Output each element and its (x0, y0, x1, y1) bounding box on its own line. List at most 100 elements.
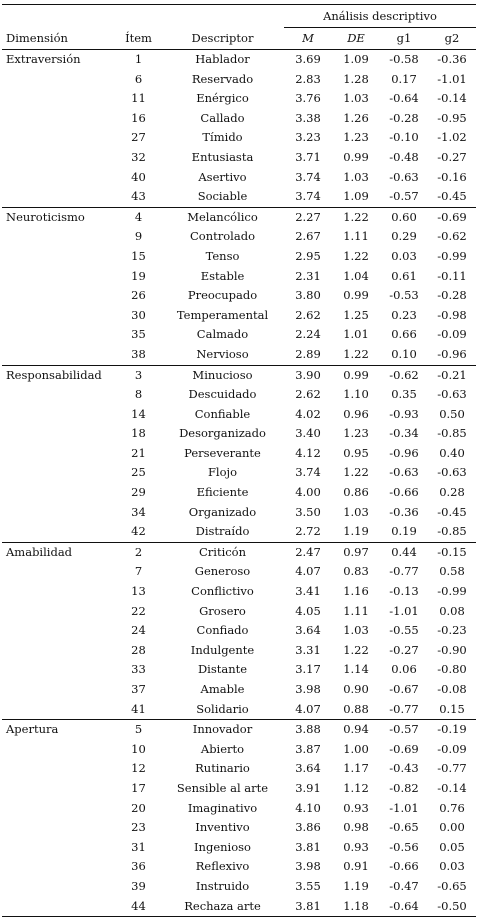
table-row: 43 Sociable 3.74 1.09 -0.57 -0.45 (2, 187, 476, 207)
g2-cell: -0.63 (437, 387, 467, 402)
descriptor-cell: Confiable (194, 406, 251, 421)
item-number-cell: 29 (131, 485, 146, 500)
dimension-empty-cell (2, 385, 116, 405)
table-row: 34 Organizado 3.50 1.03 -0.36 -0.45 (2, 503, 476, 523)
table-row: 22 Grosero 4.05 1.11 -1.01 0.08 (2, 602, 476, 622)
header-mean: M (284, 27, 332, 50)
mean-cell: 3.88 (284, 719, 332, 740)
mean-cell: 3.55 (295, 878, 321, 893)
table-row: 17 Sensible al arte 3.91 1.12 -0.82 -0.14 (2, 779, 476, 799)
item-number-cell: 28 (131, 642, 146, 657)
mean-cell: 2.31 (295, 268, 321, 283)
g2-cell: 0.15 (439, 701, 465, 716)
item-number-cell: 44 (131, 898, 146, 913)
descriptor-cell: Imaginativo (187, 800, 258, 815)
item-number-cell: 5 (116, 719, 161, 740)
mean-cell: 3.98 (295, 682, 321, 696)
mean-cell: 3.50 (295, 504, 321, 519)
header-g2: g2 (428, 27, 476, 50)
dimension-empty-cell (2, 877, 116, 897)
g1-cell: -0.64 (389, 898, 419, 913)
dimension-empty-cell (2, 148, 116, 168)
g1-cell: -1.01 (389, 800, 419, 815)
descriptor-cell: Hablador (195, 52, 250, 66)
g1-cell: -0.43 (389, 761, 419, 776)
header-g1: g1 (380, 27, 428, 50)
item-number-cell: 36 (131, 859, 146, 874)
g2-cell: -0.45 (437, 504, 467, 519)
item-number-cell: 12 (131, 761, 146, 776)
table-row: 9 Controlado 2.67 1.11 0.29 -0.62 (2, 227, 476, 247)
descriptor-cell: Desorganizado (179, 426, 266, 441)
dimension-empty-cell (2, 109, 116, 129)
g2-cell: -0.45 (437, 189, 467, 204)
descriptor-cell: Flojo (207, 465, 238, 480)
g2-cell: 0.40 (439, 445, 465, 460)
header-descriptor: Descriptor (161, 27, 284, 50)
item-number-cell: 40 (131, 169, 146, 184)
g2-cell: -0.16 (437, 169, 467, 184)
mean-cell: 2.72 (295, 524, 321, 539)
g1-cell: 0.19 (391, 524, 417, 539)
mean-cell: 4.02 (295, 406, 321, 421)
sd-cell: 1.22 (332, 206, 380, 228)
mean-cell: 3.71 (295, 149, 321, 164)
item-number-cell: 27 (131, 130, 146, 145)
descriptor-cell: Melancólico (161, 206, 284, 228)
mean-cell: 2.62 (295, 387, 321, 402)
g1-cell: 0.10 (391, 346, 417, 361)
sd-cell: 1.09 (343, 52, 369, 66)
descriptor-cell: Minucioso (161, 364, 284, 386)
sd-cell: 0.99 (332, 364, 380, 386)
dimension-label: Responsabilidad (2, 364, 116, 386)
table-row: 26 Preocupado 3.80 0.99 -0.53 -0.28 (2, 286, 476, 306)
mean-cell: 3.31 (295, 642, 321, 657)
g2-cell: -0.09 (437, 741, 467, 756)
sd-cell: 0.98 (343, 820, 369, 835)
table-row: 44 Rechaza arte 3.81 1.18 -0.64 -0.50 (2, 897, 476, 917)
descriptor-cell: Entusiasta (191, 149, 254, 164)
g2-cell: -0.69 (428, 206, 476, 228)
mean-cell: 3.74 (295, 169, 321, 184)
dimension-empty-cell (2, 897, 116, 917)
item-number-cell: 39 (131, 878, 146, 893)
table-row: 10 Abierto 3.87 1.00 -0.69 -0.09 (2, 740, 476, 760)
item-number-cell: 22 (131, 603, 146, 618)
sd-cell: 1.23 (343, 426, 369, 441)
mean-cell: 2.27 (284, 206, 332, 228)
table-row: 31 Ingenioso 3.81 0.93 -0.56 0.05 (2, 838, 476, 858)
item-number-cell: 42 (131, 524, 146, 539)
descriptor-cell: Grosero (199, 603, 246, 618)
g1-cell: 0.06 (391, 662, 417, 677)
g2-cell: -0.77 (437, 761, 467, 776)
g2-cell: 0.00 (439, 820, 465, 835)
sd-cell: 1.03 (343, 91, 369, 106)
table-row: 35 Calmado 2.24 1.01 0.66 -0.09 (2, 325, 476, 345)
g1-cell: 0.44 (380, 541, 428, 563)
g1-cell: -0.36 (389, 504, 419, 519)
sd-cell: 1.11 (343, 229, 369, 244)
sd-cell: 1.22 (343, 346, 369, 361)
descriptor-cell: Distraído (195, 524, 250, 539)
table-row: 39 Instruido 3.55 1.19 -0.47 -0.65 (2, 877, 476, 897)
table-row: 15 Tenso 2.95 1.22 0.03 -0.99 (2, 247, 476, 267)
sd-cell: 1.04 (343, 268, 369, 283)
sd-cell: 0.88 (343, 701, 369, 716)
table-row: Responsabilidad 3 Minucioso 3.90 0.99 -0.62 -0… (2, 364, 476, 386)
mean-cell: 4.07 (295, 701, 321, 716)
descriptor-cell: Solidario (196, 701, 249, 716)
mean-cell: 4.00 (295, 485, 321, 500)
mean-cell: 3.76 (295, 91, 321, 106)
g1-cell: 0.23 (391, 307, 417, 322)
g1-cell: 0.03 (391, 248, 417, 263)
g2-cell: -0.19 (428, 719, 476, 740)
dimension-empty-cell (2, 759, 116, 779)
descriptor-cell: Reflexivo (195, 859, 250, 874)
mean-cell: 3.90 (284, 364, 332, 386)
mean-cell: 3.74 (295, 465, 321, 480)
mean-cell: 4.05 (295, 603, 321, 618)
sd-cell: 0.90 (343, 682, 369, 696)
table-row: 30 Temperamental 2.62 1.25 0.23 -0.98 (2, 306, 476, 326)
sd-cell: 1.10 (343, 387, 369, 402)
g1-cell: -0.65 (389, 820, 419, 835)
